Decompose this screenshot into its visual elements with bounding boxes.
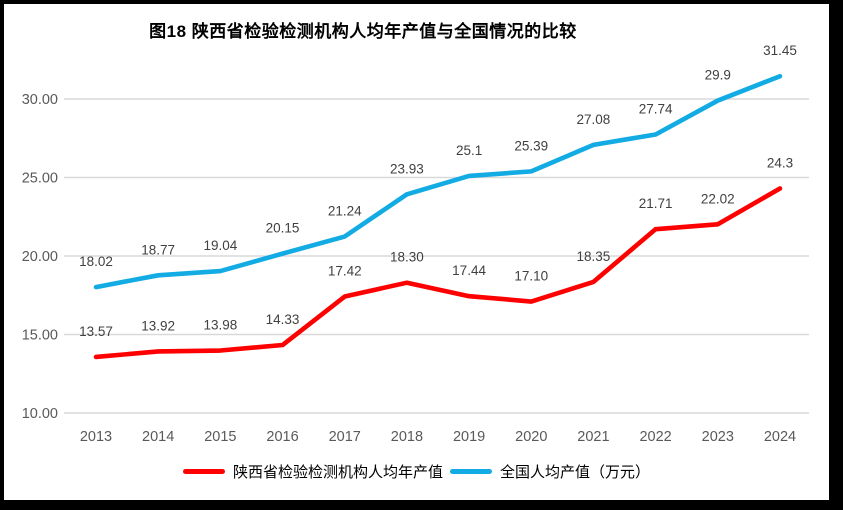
svg-text:18.35: 18.35 [577,249,611,264]
svg-text:2013: 2013 [80,429,112,445]
svg-text:10.00: 10.00 [22,406,58,422]
svg-text:2016: 2016 [266,429,298,445]
svg-text:2021: 2021 [577,429,609,445]
svg-text:31.45: 31.45 [763,43,797,58]
svg-text:30.00: 30.00 [22,92,58,108]
svg-text:18.77: 18.77 [141,242,175,257]
svg-text:24.3: 24.3 [767,155,793,170]
svg-text:2017: 2017 [329,429,361,445]
svg-text:13.92: 13.92 [141,318,175,333]
svg-text:14.33: 14.33 [266,312,300,327]
svg-text:29.9: 29.9 [705,68,731,83]
svg-text:21.24: 21.24 [328,204,362,219]
svg-text:17.10: 17.10 [514,269,548,284]
svg-text:19.04: 19.04 [203,238,237,253]
svg-text:2018: 2018 [391,429,423,445]
svg-text:22.02: 22.02 [701,191,735,206]
svg-text:25.00: 25.00 [22,171,58,187]
svg-text:2014: 2014 [142,429,174,445]
svg-text:20.15: 20.15 [266,221,300,236]
legend-item-national: 全国人均产值（万元） [450,461,650,482]
svg-text:2023: 2023 [702,429,734,445]
svg-text:25.39: 25.39 [514,138,548,153]
frame-border-right [829,0,843,510]
svg-text:15.00: 15.00 [22,328,58,344]
legend-label-national: 全国人均产值（万元） [500,463,651,481]
svg-text:21.71: 21.71 [639,196,673,211]
svg-text:18.02: 18.02 [79,254,113,269]
red-line-swatch-icon [182,468,225,474]
blue-line-swatch-icon [450,468,492,474]
svg-text:20.00: 20.00 [22,249,58,265]
frame-border-left [0,0,4,510]
svg-text:2020: 2020 [515,429,547,445]
svg-text:13.57: 13.57 [79,324,113,339]
svg-text:17.42: 17.42 [328,264,362,279]
svg-text:13.98: 13.98 [203,318,237,333]
svg-text:23.93: 23.93 [390,161,424,176]
frame-border-bottom [0,500,843,510]
svg-text:2024: 2024 [764,429,796,445]
svg-text:2022: 2022 [639,429,671,445]
svg-text:2015: 2015 [204,429,236,445]
legend-label-shaanxi: 陕西省检验检测机构人均年产值 [232,463,443,481]
legend: 陕西省检验检测机构人均年产值 全国人均产值（万元） [4,459,829,483]
svg-text:2019: 2019 [453,429,485,445]
svg-text:17.44: 17.44 [452,263,486,278]
chart-title: 图18 陕西省检验检测机构人均年产值与全国情况的比较 [149,22,577,41]
svg-text:27.08: 27.08 [577,112,611,127]
frame-border-top [0,0,843,4]
svg-text:18.30: 18.30 [390,250,424,265]
legend-item-shaanxi: 陕西省检验检测机构人均年产值 [182,461,443,482]
svg-text:27.74: 27.74 [639,101,673,116]
svg-text:25.1: 25.1 [456,143,482,158]
